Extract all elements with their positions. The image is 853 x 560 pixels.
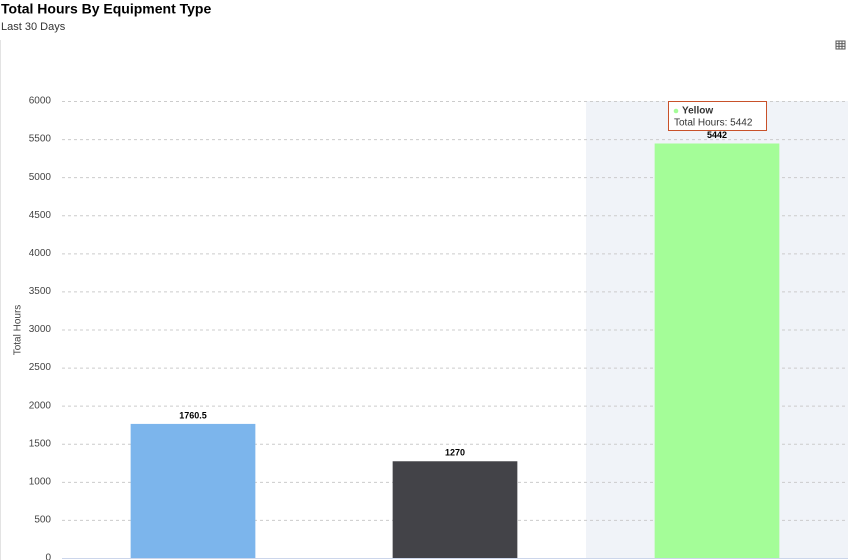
bar <box>392 461 518 558</box>
bar <box>130 423 256 558</box>
y-tick-label: 3500 <box>29 286 52 297</box>
bar <box>654 143 780 558</box>
chart-subtitle: Last 30 Days <box>1 21 66 33</box>
y-tick-label: 0 <box>45 553 51 560</box>
data-label: 1270 <box>445 448 465 458</box>
chart-title: Total Hours By Equipment Type <box>1 1 211 17</box>
y-tick-label: 1500 <box>29 438 52 449</box>
tooltip-box <box>668 101 767 131</box>
y-tick-label: 2000 <box>29 400 52 411</box>
y-tick-label: 500 <box>34 515 51 526</box>
y-tick-label: 1000 <box>29 476 52 487</box>
y-tick-label: 2500 <box>29 362 52 373</box>
tooltip-text: Total Hours: 5442 <box>674 118 753 129</box>
y-tick-label: 3000 <box>29 324 52 335</box>
data-label: 5442 <box>707 130 727 140</box>
y-tick-label: 4000 <box>29 248 52 259</box>
y-axis-title: Total Hours <box>13 305 24 356</box>
y-tick-label: 5500 <box>29 134 52 145</box>
tooltip: Yellow Total Hours: 5442 <box>668 101 767 131</box>
data-label: 1760.5 <box>179 410 207 420</box>
y-tick-label: 4500 <box>29 210 52 221</box>
tooltip-marker <box>673 108 679 114</box>
y-tick-label: 5000 <box>29 172 52 183</box>
y-tick-label: 6000 <box>29 96 52 107</box>
menu-icon[interactable] <box>835 40 846 50</box>
tooltip-name: Yellow <box>682 106 713 117</box>
